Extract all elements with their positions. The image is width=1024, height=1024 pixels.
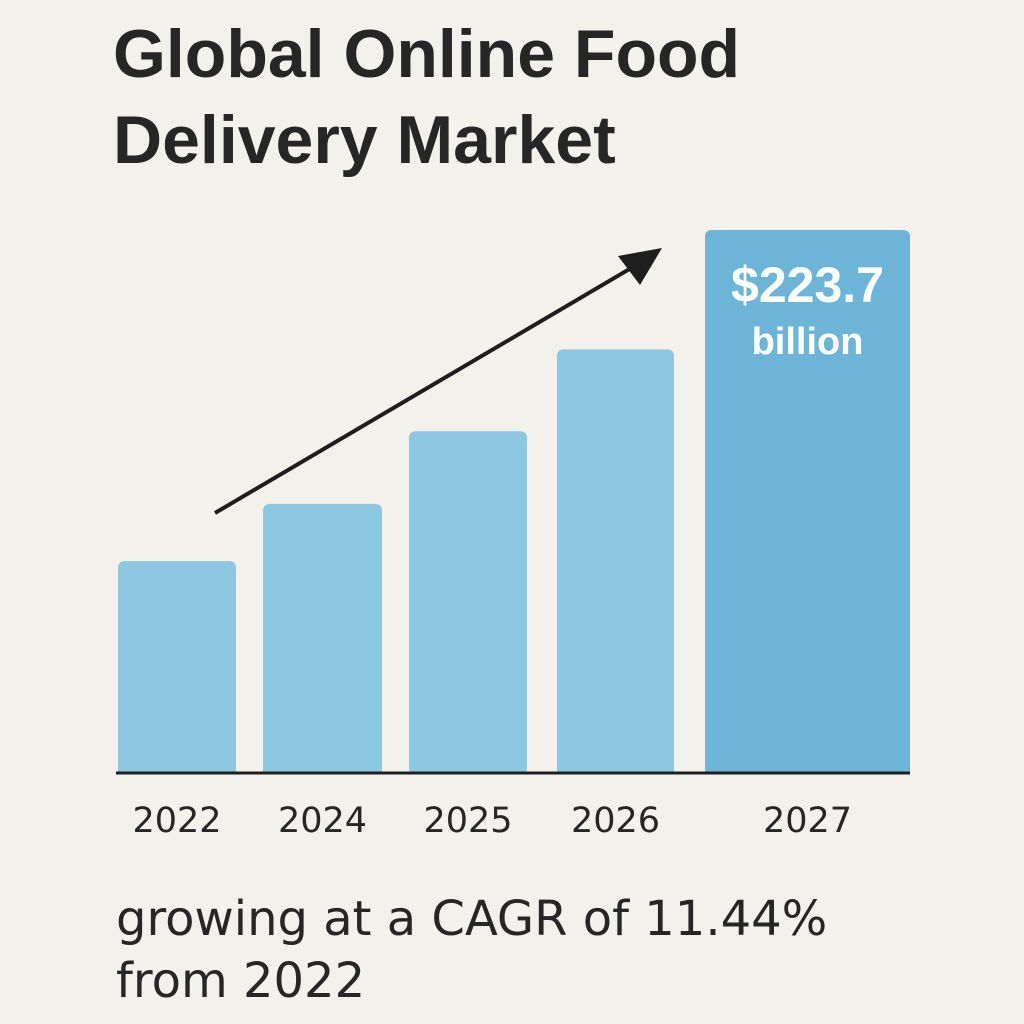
- value-label-group: $223.7 billion: [731, 257, 884, 363]
- footnote-line-2: from 2022: [116, 957, 365, 1005]
- bar-2025: [409, 431, 527, 773]
- tick-labels-group: 2022 2024 2025 2026 2027: [132, 801, 852, 841]
- x-tick-label-2022: 2022: [132, 801, 221, 841]
- trend-arrow-head-icon: [618, 248, 662, 285]
- x-tick-label-2027: 2027: [763, 801, 852, 841]
- x-tick-label-2024: 2024: [278, 801, 367, 841]
- value-label-unit: billion: [752, 321, 864, 363]
- x-tick-label-2026: 2026: [571, 801, 660, 841]
- bar-2024: [263, 504, 382, 773]
- x-tick-label-2025: 2025: [423, 801, 512, 841]
- bar-2026: [557, 349, 674, 773]
- footnote-line-1: growing at a CAGR of 11.44%: [116, 895, 827, 943]
- value-label-amount: $223.7: [731, 257, 884, 313]
- bar-2022: [118, 561, 236, 773]
